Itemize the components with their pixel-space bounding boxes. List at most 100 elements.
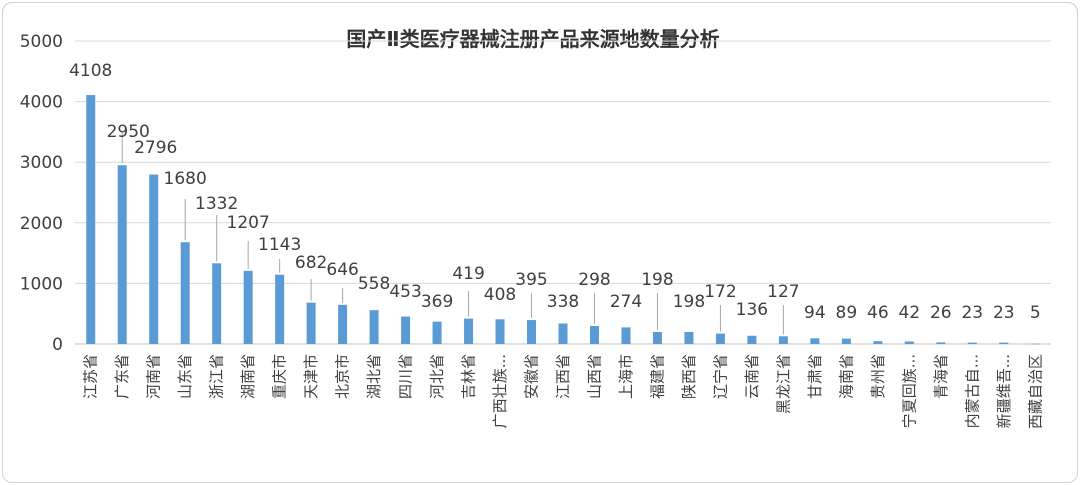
data-label: 298 bbox=[578, 270, 610, 290]
bar bbox=[149, 174, 159, 344]
bar bbox=[306, 302, 316, 344]
data-label: 26 bbox=[930, 303, 952, 323]
bar bbox=[873, 341, 883, 344]
data-label: 1207 bbox=[227, 213, 270, 233]
x-tick-label: 青海省 bbox=[932, 354, 950, 399]
data-label: 646 bbox=[326, 260, 358, 280]
x-tick-label: 新疆维吾... bbox=[995, 354, 1013, 428]
x-tick-label: 安徽省 bbox=[523, 354, 541, 399]
x-tick-label: 重庆市 bbox=[271, 354, 289, 399]
bar bbox=[621, 327, 631, 344]
data-label: 172 bbox=[704, 282, 736, 302]
y-tick-label: 3000 bbox=[20, 153, 63, 173]
x-tick-label: 陕西省 bbox=[680, 354, 698, 399]
bar bbox=[715, 333, 725, 344]
x-tick-label: 天津市 bbox=[302, 354, 320, 399]
bar bbox=[967, 342, 977, 344]
bars bbox=[86, 95, 1040, 345]
y-tick-label: 2000 bbox=[20, 214, 63, 234]
x-tick-label: 福建省 bbox=[648, 354, 666, 399]
chart-title: 国产Ⅱ类医疗器械注册产品来源地数量分析 bbox=[346, 27, 719, 51]
bar bbox=[778, 336, 788, 344]
data-label: 42 bbox=[899, 303, 921, 323]
x-tick-label: 广西壮族... bbox=[491, 354, 509, 428]
x-tick-label: 江苏省 bbox=[82, 354, 100, 399]
data-label: 46 bbox=[867, 303, 889, 323]
bar bbox=[338, 304, 348, 344]
data-label: 198 bbox=[641, 270, 673, 290]
data-label: 2950 bbox=[107, 122, 150, 142]
x-tick-label: 辽宁省 bbox=[711, 354, 729, 399]
bar bbox=[464, 318, 474, 344]
data-label: 338 bbox=[547, 292, 579, 312]
data-label: 2796 bbox=[134, 138, 177, 158]
bar bbox=[904, 341, 914, 344]
x-tick-label: 湖北省 bbox=[365, 354, 383, 399]
data-label: 1143 bbox=[258, 235, 301, 255]
x-tick-label: 云南省 bbox=[743, 354, 761, 399]
data-label: 23 bbox=[961, 303, 983, 323]
bar bbox=[589, 325, 599, 344]
bar bbox=[652, 332, 662, 344]
bar bbox=[117, 165, 127, 344]
x-tick-label: 吉林省 bbox=[460, 354, 478, 399]
bar bbox=[841, 338, 851, 344]
y-tick-label: 4000 bbox=[20, 93, 63, 113]
x-tick-label: 河南省 bbox=[145, 354, 163, 399]
x-tick-label: 四川省 bbox=[397, 354, 415, 399]
x-tick-label: 浙江省 bbox=[208, 354, 226, 399]
x-tick-label: 甘肃省 bbox=[806, 354, 824, 399]
bar bbox=[86, 95, 96, 344]
x-tick-label: 内蒙古自... bbox=[963, 354, 981, 428]
bar bbox=[243, 270, 253, 344]
data-label: 369 bbox=[421, 292, 453, 312]
x-tick-label: 上海市 bbox=[617, 354, 635, 399]
x-axis-ticks: 江苏省 广东省 河南省 山东省 浙江省 湖南省 重庆市 天津市 北京市 湖北省 四川省 河北省 吉林省广… bbox=[82, 354, 1045, 429]
bar bbox=[275, 274, 285, 344]
x-tick-label: 湖南省 bbox=[239, 354, 257, 399]
data-label: 198 bbox=[673, 292, 705, 312]
data-label: 274 bbox=[610, 292, 642, 312]
bar bbox=[432, 321, 442, 344]
data-label: 5 bbox=[1030, 303, 1041, 323]
label-leaders bbox=[121, 131, 784, 335]
y-axis-ticks: 0 1000 2000 3000 4000 5000 bbox=[20, 32, 63, 355]
bar bbox=[747, 335, 757, 344]
x-tick-label: 山东省 bbox=[176, 354, 194, 399]
bar bbox=[684, 332, 694, 344]
y-tick-label: 0 bbox=[52, 335, 63, 355]
data-label: 89 bbox=[836, 303, 858, 323]
x-tick-label: 北京市 bbox=[334, 354, 352, 399]
bar bbox=[558, 323, 568, 344]
bar bbox=[1030, 343, 1040, 345]
bar bbox=[999, 342, 1009, 344]
data-label: 1680 bbox=[164, 169, 207, 189]
x-tick-label: 宁夏回族... bbox=[900, 354, 918, 428]
bar-chart: 国产Ⅱ类医疗器械注册产品来源地数量分析 0 1000 2000 3000 4000 500… bbox=[20, 27, 1051, 429]
data-label: 127 bbox=[767, 282, 799, 302]
data-label: 453 bbox=[389, 282, 421, 302]
bar bbox=[810, 338, 820, 344]
x-tick-label: 河北省 bbox=[428, 354, 446, 399]
data-label: 558 bbox=[358, 274, 390, 294]
x-tick-label: 西藏自治区 bbox=[1026, 354, 1044, 429]
data-label: 94 bbox=[804, 303, 826, 323]
x-tick-label: 贵州省 bbox=[869, 354, 887, 399]
y-tick-label: 1000 bbox=[20, 274, 63, 294]
bar bbox=[369, 310, 379, 344]
x-tick-label: 江西省 bbox=[554, 354, 572, 399]
bar bbox=[180, 242, 190, 344]
data-label: 1332 bbox=[195, 194, 238, 214]
x-tick-label: 广东省 bbox=[113, 354, 131, 399]
bar bbox=[212, 263, 222, 344]
data-label: 4108 bbox=[69, 61, 112, 81]
x-tick-label: 黑龙江省 bbox=[774, 354, 792, 414]
data-label: 23 bbox=[993, 303, 1015, 323]
data-label: 682 bbox=[295, 253, 327, 273]
data-label: 408 bbox=[484, 285, 516, 305]
gridlines bbox=[75, 40, 1051, 345]
y-tick-label: 5000 bbox=[20, 32, 63, 52]
bar bbox=[936, 342, 946, 344]
